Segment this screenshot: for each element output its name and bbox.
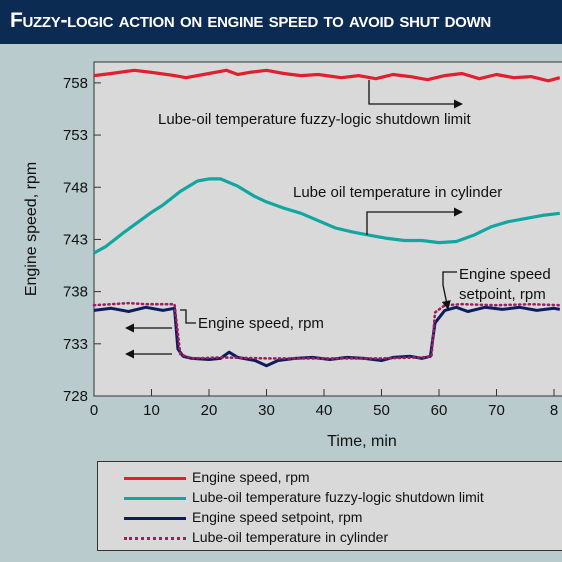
callout-arrow-shutdown-limit: [368, 80, 463, 109]
callout-arrow-lube-oil-cylinder: [366, 207, 463, 235]
annotation-engine-speed: Engine speed, rpm: [198, 315, 324, 332]
legend-swatch-speed-setpoint: [124, 517, 186, 520]
x-tick-label-2: 20: [201, 402, 218, 419]
legend-item-shutdown-limit: Lube-oil temperature fuzzy-logic shutdow…: [98, 488, 562, 508]
chart-title: Fuzzy-logic action on engine speed to av…: [10, 9, 491, 32]
legend-item-speed-setpoint: Engine speed setpoint, rpm: [98, 508, 562, 528]
x-axis-label: Time, min: [327, 433, 397, 450]
y-tick-label-2: 748: [63, 179, 88, 196]
x-tick-label-4: 40: [316, 402, 333, 419]
series-shutdown-limit: [93, 177, 560, 255]
series-engine-speed: [93, 68, 561, 83]
x-tick-label-0: 0: [90, 402, 98, 419]
y-tick-label-3: 743: [63, 231, 88, 248]
y-tick-label-6: 728: [63, 388, 88, 405]
annotation-setpoint-line2: setpoint, rpm: [459, 286, 546, 303]
legend: Engine speed, rpm Lube-oil temperature f…: [97, 461, 562, 551]
y-tick-label-0: 758: [63, 75, 88, 92]
series-lube-oil-cylinder: [92, 301, 562, 360]
legend-label-engine-speed: Engine speed, rpm: [192, 469, 310, 485]
x-tick-label-6: 60: [431, 402, 448, 419]
annotation-lube-oil-cylinder: Lube oil temperature in cylinder: [293, 184, 502, 201]
y-tick-label-4: 738: [63, 284, 88, 301]
y-axis-label: Engine speed, rpm: [23, 162, 40, 296]
y-tick-label-5: 733: [63, 336, 88, 353]
callout-arrow-speed-setpoint: [441, 271, 457, 310]
legend-label-speed-setpoint: Engine speed setpoint, rpm: [192, 509, 363, 525]
x-tick-label-3: 30: [258, 402, 275, 419]
x-tick-label-8: 8: [550, 402, 558, 419]
legend-label-lube-oil-cylinder: Lube-oil temperature in cylinder: [192, 529, 389, 545]
x-tick-label-5: 50: [373, 402, 390, 419]
legend-swatch-shutdown-limit: [124, 497, 186, 500]
legend-item-lube-oil-cylinder: Lube-oil temperature in cylinder: [98, 528, 562, 548]
legend-swatch-engine-speed: [124, 477, 186, 480]
x-tick-label-1: 10: [143, 402, 160, 419]
callout-leader-engine-speed: [180, 309, 196, 324]
y-tick-label-1: 753: [63, 127, 88, 144]
annotation-shutdown-limit: Lube-oil temperature fuzzy-logic shutdow…: [158, 111, 471, 128]
legend-label-shutdown-limit: Lube-oil temperature fuzzy-logic shutdow…: [192, 489, 484, 505]
legend-item-engine-speed: Engine speed, rpm: [98, 468, 562, 488]
title-bar: Fuzzy-logic action on engine speed to av…: [0, 0, 562, 44]
x-tick-label-7: 70: [488, 402, 505, 419]
legend-swatch-lube-oil-cylinder: [124, 537, 186, 540]
annotation-setpoint-line1: Engine speed: [459, 266, 551, 283]
